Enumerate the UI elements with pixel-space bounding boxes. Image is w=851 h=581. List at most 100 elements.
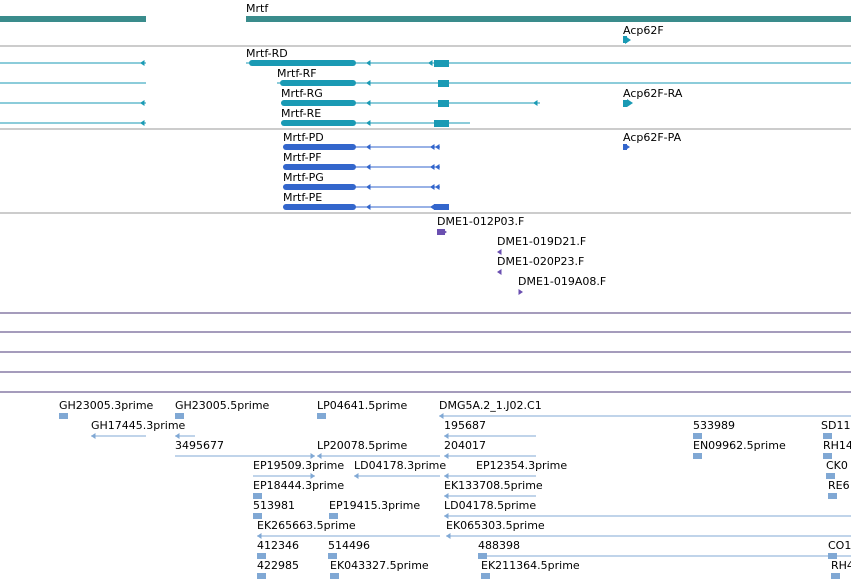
- strand-arrow: [430, 184, 435, 190]
- est-label[interactable]: 533989: [693, 419, 735, 432]
- est-label[interactable]: EK065303.5prime: [446, 519, 545, 532]
- strand-arrow: [428, 60, 433, 66]
- strand-arrow: [366, 120, 371, 126]
- clone-label-dme1-012p03[interactable]: DME1-012P03.F: [437, 215, 525, 228]
- transcript-label-acp62f-ra[interactable]: Acp62F-RA: [623, 87, 683, 100]
- est-block: [257, 553, 266, 559]
- protein-block-acp62f: [623, 144, 627, 150]
- transcript-label-mrtf-rg[interactable]: Mrtf-RG: [281, 87, 323, 100]
- est-block: [823, 433, 832, 439]
- est-arrow: [310, 453, 315, 459]
- est-arrow: [354, 473, 359, 479]
- est-arrow: [175, 433, 180, 439]
- est-label[interactable]: GH17445.3prime: [91, 419, 186, 432]
- est-label[interactable]: RH14: [823, 439, 851, 452]
- strand-arrow: [497, 269, 502, 275]
- est-arrow: [444, 473, 449, 479]
- est-label[interactable]: EK133708.5prime: [444, 479, 543, 492]
- gene-stub-acp62f: [623, 36, 627, 43]
- est-label[interactable]: SD11: [821, 419, 851, 432]
- est-block: [328, 553, 337, 559]
- est-block: [828, 493, 837, 499]
- gene-bar: [0, 16, 146, 22]
- clone-label-dme1-019d21[interactable]: DME1-019D21.F: [497, 235, 587, 248]
- strand-arrow: [430, 144, 435, 150]
- est-arrow: [91, 433, 96, 439]
- est-label[interactable]: 204017: [444, 439, 486, 452]
- est-label[interactable]: EP19509.3prime: [253, 459, 345, 472]
- est-block: [693, 453, 702, 459]
- exon: [434, 60, 449, 67]
- protein-label-mrtf-pd[interactable]: Mrtf-PD: [283, 131, 324, 144]
- est-label[interactable]: 422985: [257, 559, 299, 572]
- est-label[interactable]: LD04178.5prime: [444, 499, 537, 512]
- est-arrow: [481, 553, 486, 559]
- protein-label-mrtf-pg[interactable]: Mrtf-PG: [283, 171, 324, 184]
- clone-label-dme1-019a08[interactable]: DME1-019A08.F: [518, 275, 607, 288]
- strand-arrow: [497, 249, 502, 255]
- exon: [280, 80, 356, 86]
- gene-bar-mrtf: [246, 16, 851, 22]
- est-label[interactable]: 195687: [444, 419, 486, 432]
- est-arrow: [310, 473, 315, 479]
- est-label[interactable]: EP12354.3prime: [476, 459, 568, 472]
- transcript-label-mrtf-rf[interactable]: Mrtf-RF: [277, 67, 317, 80]
- clone-label-dme1-020p23[interactable]: DME1-020P23.F: [497, 255, 585, 268]
- est-block: [317, 413, 326, 419]
- protein-label-mrtf-pf[interactable]: Mrtf-PF: [283, 151, 322, 164]
- protein-block: [283, 164, 356, 170]
- strand-arrow: [627, 99, 633, 107]
- est-block: [253, 493, 262, 499]
- est-block: [826, 473, 835, 479]
- est-label[interactable]: LP04641.5prime: [317, 399, 408, 412]
- est-block: [257, 573, 266, 579]
- est-block: [823, 453, 832, 459]
- exon: [249, 60, 356, 66]
- est-block: [175, 413, 184, 419]
- est-arrow: [439, 413, 444, 419]
- est-arrow: [446, 533, 451, 539]
- est-block: [253, 513, 262, 519]
- est-label[interactable]: DMG5A.2_1.J02.C1: [439, 399, 542, 412]
- est-label[interactable]: CK0: [826, 459, 848, 472]
- est-label[interactable]: LD04178.3prime: [354, 459, 447, 472]
- est-label[interactable]: 514496: [328, 539, 370, 552]
- est-label[interactable]: 412346: [257, 539, 299, 552]
- est-label[interactable]: RH4: [831, 559, 851, 572]
- est-block: [831, 573, 840, 579]
- est-label[interactable]: EK265663.5prime: [257, 519, 356, 532]
- est-label[interactable]: EK043327.5prime: [330, 559, 429, 572]
- est-label[interactable]: 488398: [478, 539, 520, 552]
- strand-arrow: [366, 60, 371, 66]
- est-label[interactable]: 513981: [253, 499, 295, 512]
- strand-arrow: [366, 184, 371, 190]
- gene-label-acp62f[interactable]: Acp62F: [623, 24, 664, 37]
- protein-label-acp62f-pa[interactable]: Acp62F-PA: [623, 131, 682, 144]
- est-label[interactable]: LP20078.5prime: [317, 439, 408, 452]
- exon: [438, 80, 449, 87]
- transcript-label-mrtf-rd[interactable]: Mrtf-RD: [246, 47, 288, 60]
- protein-block: [434, 204, 449, 210]
- est-label[interactable]: RE6: [828, 479, 850, 492]
- est-label[interactable]: EP19415.3prime: [329, 499, 421, 512]
- transcript-label-mrtf-re[interactable]: Mrtf-RE: [281, 107, 322, 120]
- protein-block: [283, 204, 356, 210]
- est-block: [329, 513, 338, 519]
- strand-arrow: [518, 289, 523, 295]
- est-block: [481, 573, 490, 579]
- protein-label-mrtf-pe[interactable]: Mrtf-PE: [283, 191, 323, 204]
- est-label[interactable]: EK211364.5prime: [481, 559, 580, 572]
- strand-arrow: [140, 60, 145, 66]
- est-block: [330, 573, 339, 579]
- clone-block: [437, 229, 445, 235]
- est-label[interactable]: CO1: [828, 539, 851, 552]
- est-label[interactable]: GH23005.3prime: [59, 399, 154, 412]
- gene-label-mrtf[interactable]: Mrtf: [246, 2, 269, 15]
- strand-arrow: [366, 80, 371, 86]
- exon: [281, 120, 356, 126]
- est-label[interactable]: EN09962.5prime: [693, 439, 786, 452]
- est-label[interactable]: EP18444.3prime: [253, 479, 345, 492]
- est-label[interactable]: GH23005.5prime: [175, 399, 270, 412]
- est-label[interactable]: 3495677: [175, 439, 224, 452]
